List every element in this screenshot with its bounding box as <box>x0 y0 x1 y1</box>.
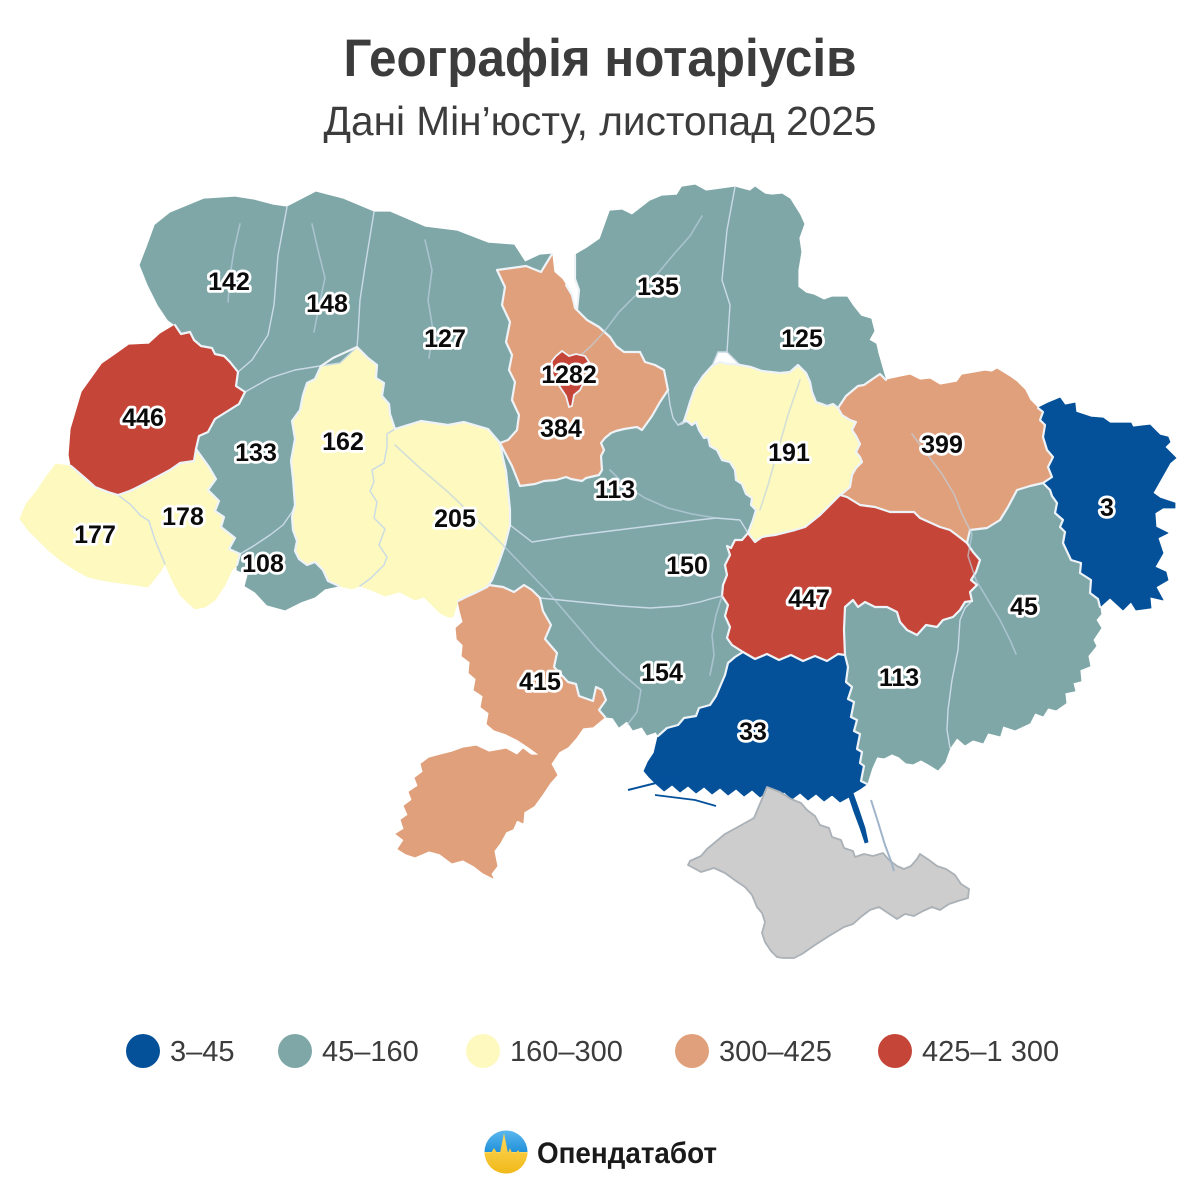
svg-text:Географія нотаріусів: Географія нотаріусів <box>344 29 857 88</box>
svg-text:384: 384 <box>540 415 582 443</box>
svg-text:125: 125 <box>781 325 823 353</box>
svg-text:425–1 300: 425–1 300 <box>922 1036 1059 1068</box>
svg-text:3: 3 <box>1100 494 1114 522</box>
svg-text:154: 154 <box>641 659 683 687</box>
svg-text:1282: 1282 <box>541 361 597 389</box>
svg-text:399: 399 <box>921 431 963 459</box>
svg-text:447: 447 <box>788 585 830 613</box>
svg-text:127: 127 <box>424 325 466 353</box>
svg-text:3–45: 3–45 <box>170 1036 235 1068</box>
svg-text:446: 446 <box>122 404 164 432</box>
svg-text:148: 148 <box>306 290 348 318</box>
svg-text:108: 108 <box>242 550 284 578</box>
svg-text:142: 142 <box>208 268 250 296</box>
svg-text:177: 177 <box>74 521 116 549</box>
svg-text:45–160: 45–160 <box>322 1036 419 1068</box>
svg-text:135: 135 <box>637 273 679 301</box>
svg-text:45: 45 <box>1010 593 1038 621</box>
svg-text:133: 133 <box>235 439 277 467</box>
svg-text:205: 205 <box>434 505 476 533</box>
svg-text:415: 415 <box>519 668 561 696</box>
svg-text:113: 113 <box>879 664 919 692</box>
svg-text:162: 162 <box>322 428 364 456</box>
svg-text:33: 33 <box>739 718 767 746</box>
svg-text:150: 150 <box>666 552 708 580</box>
svg-text:178: 178 <box>162 503 204 531</box>
svg-text:Опендатабот: Опендатабот <box>537 1137 717 1170</box>
svg-text:113: 113 <box>595 476 635 504</box>
svg-text:191: 191 <box>768 439 810 467</box>
svg-text:Дані Мін’юсту, листопад 2025: Дані Мін’юсту, листопад 2025 <box>324 98 877 144</box>
svg-text:300–425: 300–425 <box>719 1036 832 1068</box>
svg-text:160–300: 160–300 <box>510 1036 623 1068</box>
